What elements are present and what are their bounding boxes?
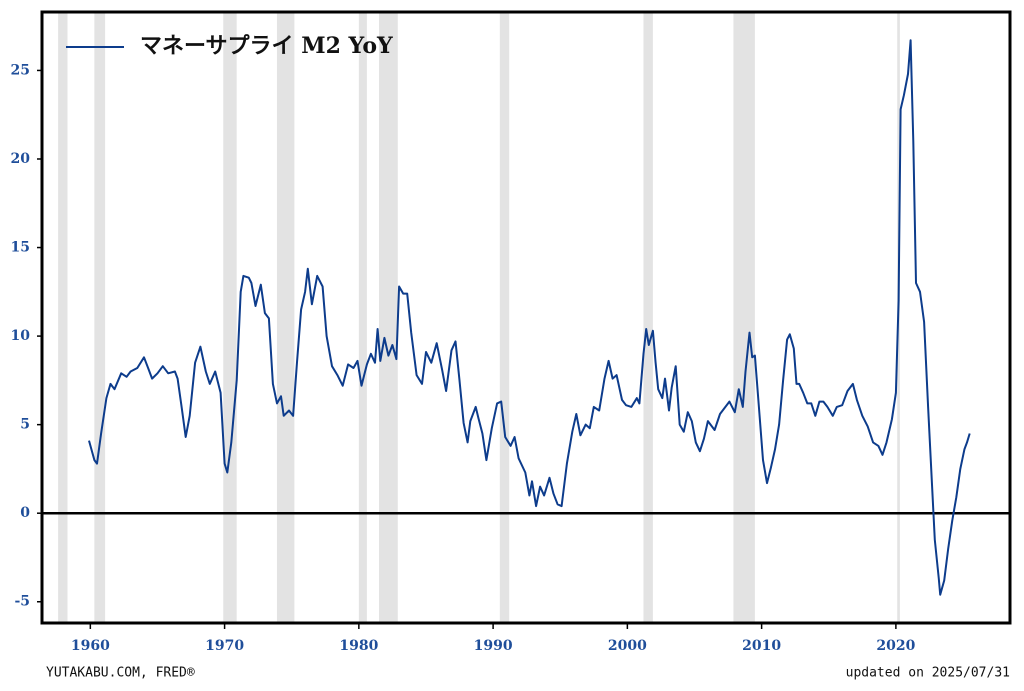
legend-label: マネーサプライ M2 YoY: [140, 33, 393, 59]
y-tick-label: 0: [20, 505, 30, 521]
y-tick-label: 20: [11, 151, 31, 167]
recession-band: [378, 12, 398, 623]
x-tick-label: 1990: [474, 638, 513, 654]
recession-band: [94, 12, 106, 623]
y-tick-label: 5: [20, 417, 30, 433]
y-tick-label: -5: [14, 594, 30, 610]
x-tick-label: 1970: [205, 638, 244, 654]
x-tick-label: 1980: [339, 638, 378, 654]
source-note: YUTAKABU.COM, FRED®: [46, 666, 195, 681]
recession-band: [223, 12, 237, 623]
y-tick-label: 15: [11, 240, 30, 256]
y-tick-label: 25: [11, 62, 30, 78]
recession-band: [358, 12, 367, 623]
updated-note: updated on 2025/07/31: [846, 666, 1010, 681]
x-tick-label: 2010: [742, 638, 781, 654]
recession-band: [499, 12, 510, 623]
recession-band: [733, 12, 755, 623]
recession-band: [276, 12, 295, 623]
x-tick-label: 2000: [608, 638, 647, 654]
recession-band: [643, 12, 653, 623]
plot-frame: [40, 10, 1012, 625]
recession-band: [58, 12, 68, 623]
x-tick-label: 1960: [71, 638, 110, 654]
data-line: [88, 39, 971, 596]
x-tick-label: 2020: [876, 638, 915, 654]
y-tick-label: 10: [11, 328, 31, 344]
